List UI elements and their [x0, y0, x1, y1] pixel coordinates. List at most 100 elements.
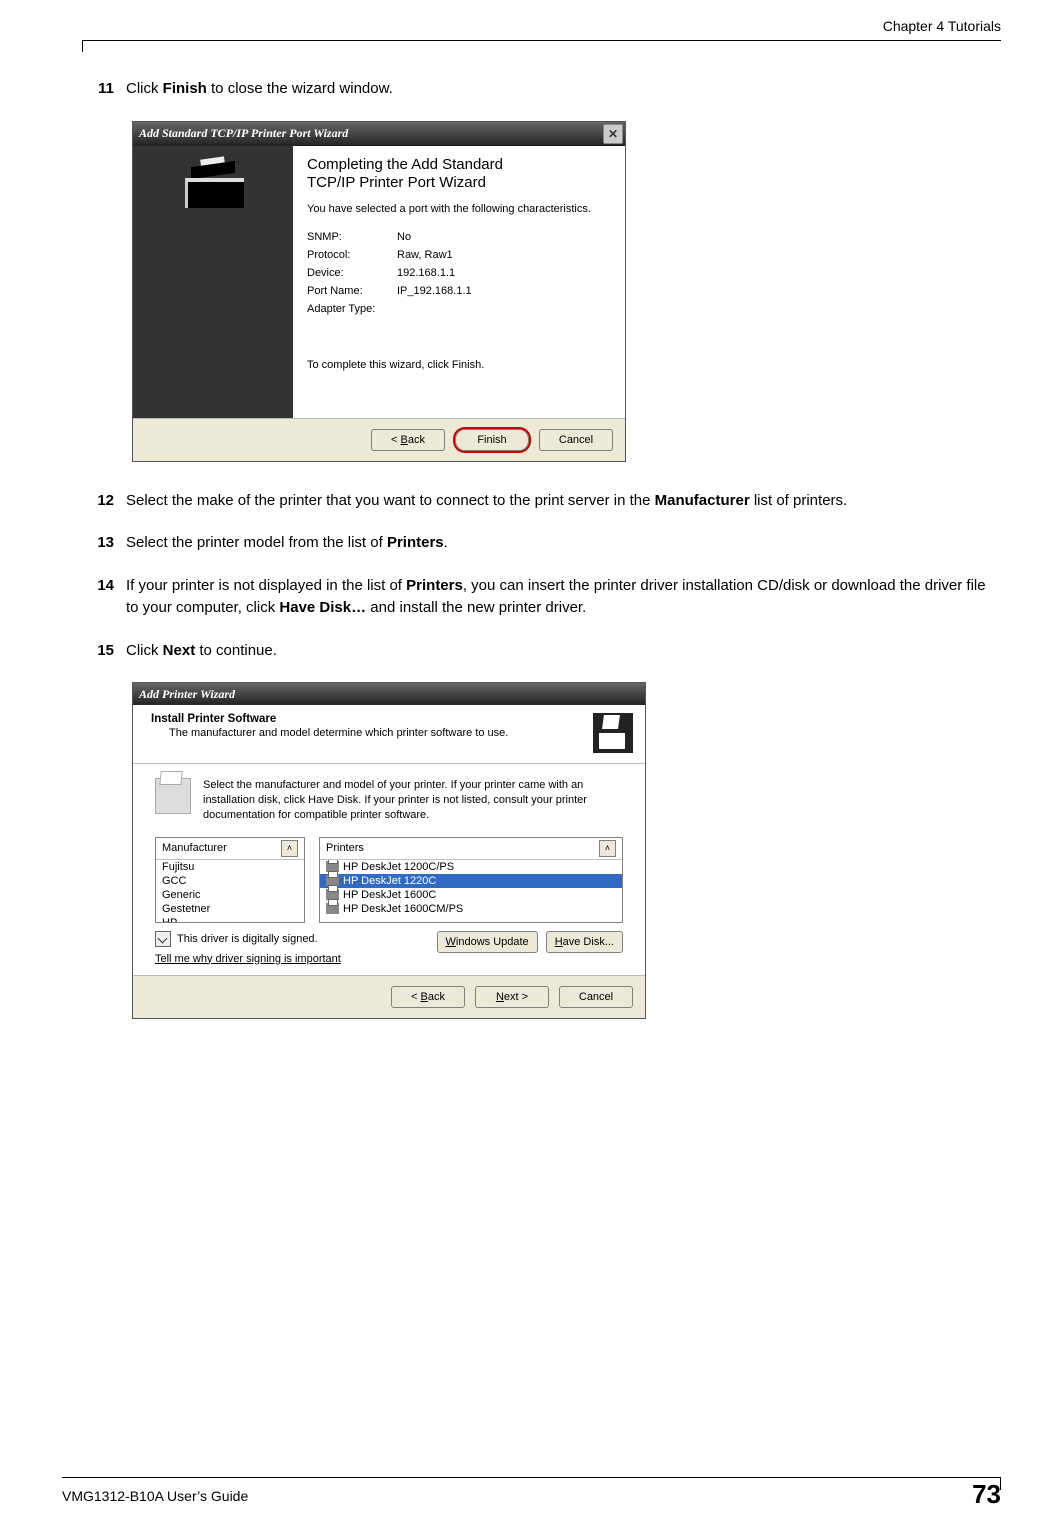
wizard-body: Select the manufacturer and model of you… [133, 764, 645, 975]
value: 192.168.1.1 [397, 267, 455, 279]
sidebar [133, 146, 293, 418]
screenshot-add-printer-wizard: Add Printer Wizard Install Printer Softw… [132, 682, 1001, 1019]
chapter-header: Chapter 4 Tutorials [883, 18, 1001, 34]
printers-listbox[interactable]: Printers ˄ HP DeskJet 1200C/PS HP DeskJe… [319, 837, 623, 923]
label: Adapter Type: [307, 303, 397, 315]
bold: Manufacturer [655, 492, 750, 509]
row-protocol: Protocol:Raw, Raw1 [307, 249, 611, 261]
printer-icon [185, 164, 241, 208]
rule-top [82, 40, 1001, 41]
step-12: 12 Select the make of the printer that y… [82, 490, 1001, 513]
instructions-text: Select the manufacturer and model of you… [203, 778, 623, 823]
item-label: HP DeskJet 1600CM/PS [343, 903, 463, 915]
button-row: < Back Next > Cancel [133, 975, 645, 1018]
step-number: 11 [82, 78, 126, 101]
step-number: 15 [82, 640, 126, 663]
complete-text: To complete this wizard, click Finish. [307, 359, 611, 371]
list-item[interactable]: Fujitsu [156, 860, 304, 874]
text: list of printers. [750, 492, 848, 509]
printer-mini-icon [326, 903, 339, 914]
heading-line2: TCP/IP Printer Port Wizard [307, 174, 486, 191]
dialog-body: Completing the Add Standard TCP/IP Print… [133, 146, 625, 418]
listbox-items: HP DeskJet 1200C/PS HP DeskJet 1220C HP … [320, 860, 622, 922]
step-number: 13 [82, 532, 126, 555]
close-icon[interactable]: ✕ [603, 124, 623, 144]
step-number: 12 [82, 490, 126, 513]
page-number: 73 [972, 1479, 1001, 1510]
list-item[interactable]: HP DeskJet 1200C/PS [320, 860, 622, 874]
scroll-up-icon[interactable]: ˄ [599, 840, 616, 857]
list-item[interactable]: Gestetner [156, 902, 304, 916]
item-label: HP DeskJet 1220C [343, 875, 436, 887]
rule-top-tick [82, 40, 83, 52]
wizard-header: Install Printer Software The manufacture… [133, 705, 645, 764]
text: to close the wizard window. [207, 80, 393, 97]
cancel-button[interactable]: Cancel [539, 429, 613, 451]
value: IP_192.168.1.1 [397, 285, 472, 297]
signed-line: This driver is digitally signed. [155, 931, 318, 947]
windows-update-button[interactable]: Windows Update [437, 931, 538, 953]
signature-row: This driver is digitally signed. Tell me… [155, 931, 623, 965]
value: No [397, 231, 411, 243]
row-adapter: Adapter Type: [307, 303, 611, 315]
step-body: If your printer is not displayed in the … [126, 575, 1001, 620]
bold: Have Disk… [279, 599, 366, 616]
text: and install the new printer driver. [366, 599, 586, 616]
list-item[interactable]: HP DeskJet 1600C [320, 888, 622, 902]
page: Chapter 4 Tutorials 11 Click Finish to c… [0, 0, 1063, 1524]
item-label: HP DeskJet 1600C [343, 889, 436, 901]
dialog-port-wizard: Add Standard TCP/IP Printer Port Wizard … [132, 121, 626, 462]
text: Click [126, 642, 163, 659]
list-item[interactable]: HP [156, 916, 304, 922]
title-text: Add Printer Wizard [139, 687, 235, 702]
text: Select the printer model from the list o… [126, 534, 387, 551]
have-disk-button[interactable]: Have Disk... [546, 931, 623, 953]
printer-pic-icon [155, 778, 191, 814]
back-button[interactable]: < Back [371, 429, 445, 451]
text: to continue. [195, 642, 277, 659]
next-button[interactable]: Next > [475, 986, 549, 1008]
item-label: HP DeskJet 1200C/PS [343, 861, 454, 873]
cancel-button[interactable]: Cancel [559, 986, 633, 1008]
step-15: 15 Click Next to continue. [82, 640, 1001, 663]
instructions: Select the manufacturer and model of you… [155, 778, 623, 823]
text: Click [126, 80, 163, 97]
titlebar: Add Standard TCP/IP Printer Port Wizard … [133, 122, 625, 146]
row-snmp: SNMP:No [307, 231, 611, 243]
list-row: Manufacturer ˄ Fujitsu GCC Generic Geste… [155, 837, 623, 923]
header-title: Install Printer Software [151, 713, 508, 725]
heading: Completing the Add Standard TCP/IP Print… [307, 156, 611, 194]
back-button[interactable]: < Back [391, 986, 465, 1008]
footer-left: VMG1312-B10A User’s Guide [62, 1488, 248, 1504]
list-item[interactable]: Generic [156, 888, 304, 902]
text: . [444, 534, 448, 551]
list-item[interactable]: HP DeskJet 1600CM/PS [320, 902, 622, 916]
signature-left: This driver is digitally signed. Tell me… [155, 931, 341, 965]
step-body: Select the printer model from the list o… [126, 532, 1001, 555]
header-sub: The manufacturer and model determine whi… [169, 727, 508, 739]
list-item[interactable]: GCC [156, 874, 304, 888]
subtext: You have selected a port with the follow… [307, 203, 611, 215]
signed-text: This driver is digitally signed. [177, 933, 318, 945]
label: Port Name: [307, 285, 397, 297]
listbox-header: Manufacturer ˄ [156, 838, 304, 860]
label: Device: [307, 267, 397, 279]
text: If your printer is not displayed in the … [126, 577, 406, 594]
tell-me-link[interactable]: Tell me why driver signing is important [155, 953, 341, 965]
signature-right: Windows Update Have Disk... [437, 931, 623, 953]
step-14: 14 If your printer is not displayed in t… [82, 575, 1001, 620]
bold: Printers [387, 534, 444, 551]
signed-icon [155, 931, 171, 947]
heading-line1: Completing the Add Standard [307, 156, 503, 173]
scroll-up-icon[interactable]: ˄ [281, 840, 298, 857]
bold: Finish [163, 80, 207, 97]
screenshot-port-wizard: Add Standard TCP/IP Printer Port Wizard … [132, 121, 1001, 462]
manufacturer-listbox[interactable]: Manufacturer ˄ Fujitsu GCC Generic Geste… [155, 837, 305, 923]
list-item-selected[interactable]: HP DeskJet 1220C [320, 874, 622, 888]
label: Printers [326, 842, 364, 854]
step-11: 11 Click Finish to close the wizard wind… [82, 78, 1001, 101]
label: SNMP: [307, 231, 397, 243]
finish-button[interactable]: Finish [455, 429, 529, 451]
step-body: Click Next to continue. [126, 640, 1001, 663]
row-device: Device:192.168.1.1 [307, 267, 611, 279]
